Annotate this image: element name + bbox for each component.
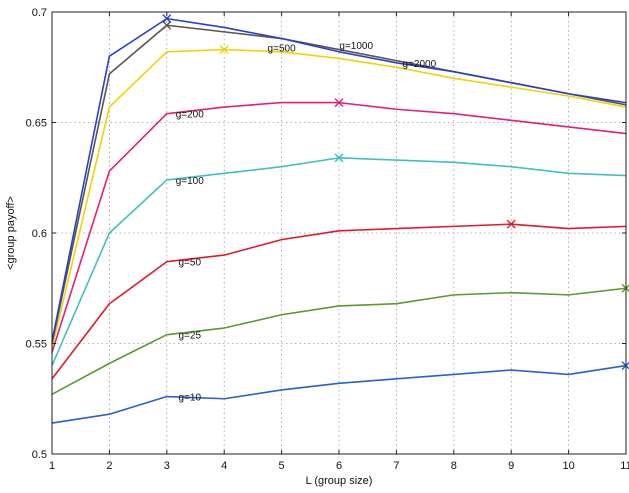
marker-stroke: [162, 20, 172, 30]
y-tick-label: 0.65: [26, 118, 47, 130]
y-tick-label: 0.7: [32, 7, 47, 19]
marker-stroke: [334, 98, 344, 108]
series-label-g-10: g=10: [178, 393, 201, 404]
series-label-g-100: g=100: [176, 176, 205, 187]
marker-stroke: [334, 153, 344, 163]
x-tick-label: 11: [620, 460, 629, 472]
series-line-g-500: [51, 48, 627, 349]
series-label-g-1000: g=1000: [339, 41, 373, 52]
x-axis-ticks: 1 2 3 4 5 6 7 8 9 10 11: [49, 12, 629, 472]
series-marker-g-50: [506, 219, 516, 229]
series-lines: [51, 17, 627, 424]
series-marker-g-500: [219, 45, 229, 55]
y-tick-label: 0.6: [32, 228, 47, 240]
series-marker-g-2000: [162, 14, 172, 24]
x-tick-label: 9: [508, 460, 514, 472]
x-tick-label: 1: [49, 460, 55, 472]
series-marker-g-200: [334, 98, 344, 108]
y-tick-label: 0.55: [26, 339, 47, 351]
x-tick-label: 8: [451, 460, 457, 472]
marker-stroke: [219, 45, 229, 55]
x-tick-label: 5: [279, 460, 285, 472]
x-tick-label: 6: [336, 460, 342, 472]
series-marker-g-100: [334, 153, 344, 163]
x-tick-label: 3: [164, 460, 170, 472]
x-tick-label: 2: [106, 460, 112, 472]
y-tick-label: 0.5: [32, 449, 47, 461]
series-labels: g=10 g=25 g=50 g=100 g=200 g=500 g=1000 g=2000: [176, 41, 437, 403]
series-label-g-50: g=50: [178, 258, 201, 269]
series-label-g-200: g=200: [176, 110, 205, 121]
series-label-g-2000: g=2000: [403, 59, 437, 70]
series-line-g-100: [51, 157, 627, 366]
series-line-g-50: [51, 223, 627, 380]
x-tick-label: 4: [221, 460, 227, 472]
y-axis-ticks: 0.5 0.55 0.6 0.65 0.7: [26, 7, 626, 461]
x-axis-label: L (group size): [306, 475, 373, 487]
series-label-g-500: g=500: [268, 43, 297, 54]
x-tick-label: 10: [562, 460, 574, 472]
series-line-g-2000: [51, 17, 627, 342]
marker-stroke: [506, 219, 516, 229]
marker-stroke: [162, 14, 172, 24]
x-tick-label: 7: [393, 460, 399, 472]
series-marker-g-1000: [162, 20, 172, 30]
y-axis-label: <group payoff>: [5, 196, 17, 270]
series-line-g-10: [51, 364, 627, 424]
series-line-g-25: [51, 287, 627, 396]
series-label-g-25: g=25: [178, 331, 201, 342]
